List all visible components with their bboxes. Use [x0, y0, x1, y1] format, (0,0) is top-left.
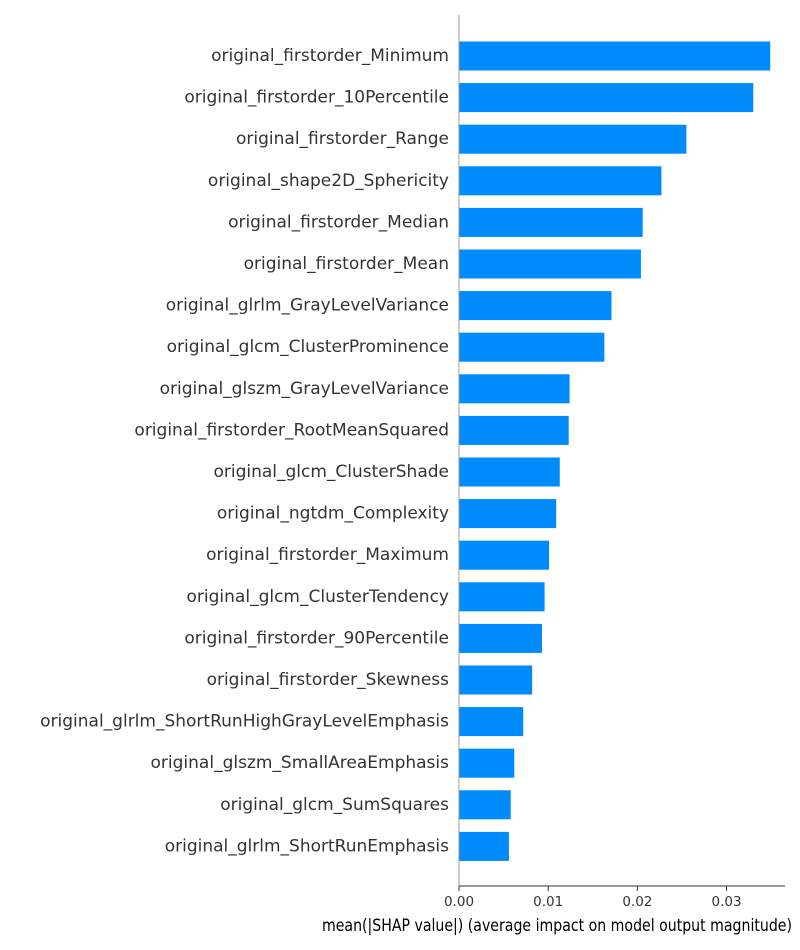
bar-11: [459, 499, 557, 529]
x-tick-label-0: 0.00: [444, 894, 474, 910]
bar-10: [459, 457, 560, 487]
category-label-7: original_glcm_ClusterProminence: [167, 337, 449, 357]
category-label-19: original_glrlm_ShortRunEmphasis: [165, 836, 449, 856]
x-tick-label-3: 0.03: [711, 894, 741, 910]
category-label-8: original_glszm_GrayLevelVariance: [160, 379, 449, 399]
category-label-11: original_ngtdm_Complexity: [217, 504, 449, 524]
bar-2: [459, 124, 687, 154]
bar-1: [459, 83, 754, 113]
bar-0: [459, 41, 771, 71]
category-label-6: original_glrlm_GrayLevelVariance: [166, 296, 449, 316]
x-ticks-group: 0.00 0.01 0.02 0.03: [444, 886, 742, 910]
bar-4: [459, 207, 643, 237]
category-label-0: original_firstorder_Minimum: [211, 46, 449, 66]
bar-19: [459, 831, 509, 861]
bar-17: [459, 748, 515, 778]
category-label-5: original_firstorder_Mean: [244, 254, 449, 274]
category-labels-group: original_firstorder_Minimum original_firs…: [40, 46, 449, 856]
bar-5: [459, 249, 641, 279]
category-label-18: original_glcm_SumSquares: [220, 795, 449, 815]
bar-3: [459, 166, 662, 196]
category-label-12: original_firstorder_Maximum: [206, 545, 449, 565]
category-label-9: original_firstorder_RootMeanSquared: [134, 420, 449, 440]
bar-13: [459, 582, 545, 612]
bar-7: [459, 332, 605, 362]
category-label-17: original_glszm_SmallAreaEmphasis: [151, 753, 450, 773]
bar-8: [459, 374, 570, 404]
category-label-10: original_glcm_ClusterShade: [213, 462, 449, 482]
bar-18: [459, 790, 511, 820]
category-label-3: original_shape2D_Sphericity: [208, 171, 449, 191]
x-tick-label-2: 0.02: [622, 894, 652, 910]
category-label-2: original_firstorder_Range: [236, 129, 449, 149]
bar-14: [459, 623, 542, 653]
bars-group: [459, 41, 771, 861]
x-axis-title: mean(|SHAP value|) (average impact on mo…: [322, 916, 792, 936]
x-tick-label-1: 0.01: [533, 894, 563, 910]
category-label-16: original_glrlm_ShortRunHighGrayLevelEmph…: [40, 712, 449, 732]
bar-9: [459, 415, 569, 445]
category-label-4: original_firstorder_Median: [228, 212, 449, 232]
bar-12: [459, 540, 550, 570]
category-label-13: original_glcm_ClusterTendency: [187, 587, 449, 607]
category-label-1: original_firstorder_10Percentile: [184, 88, 449, 108]
bar-16: [459, 707, 524, 737]
bar-6: [459, 291, 612, 321]
category-label-14: original_firstorder_90Percentile: [184, 628, 449, 648]
category-label-15: original_firstorder_Skewness: [207, 670, 450, 690]
bar-15: [459, 665, 533, 695]
